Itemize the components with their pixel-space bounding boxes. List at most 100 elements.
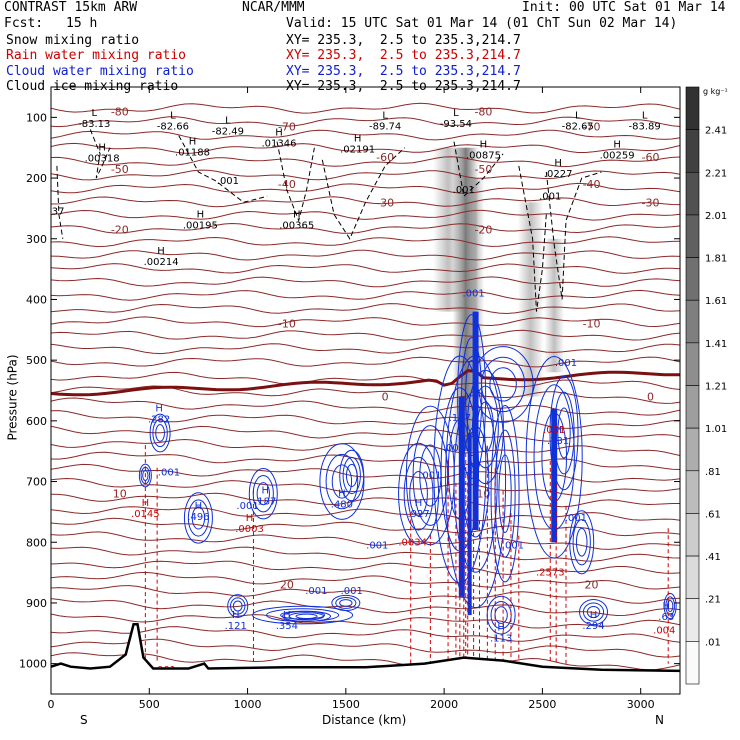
colorbar-label: 2.01	[705, 211, 727, 222]
y-tick-label: 900	[26, 597, 47, 610]
colorbar-label: 1.81	[705, 254, 727, 265]
colorbar-label: 1.61	[705, 296, 727, 307]
snow-extreme-type: H	[98, 143, 106, 154]
cloud-water-contour	[498, 454, 512, 533]
cloud-water-contour	[282, 610, 332, 622]
isotherm-label: -10	[278, 318, 296, 331]
cloud-water-contour	[494, 606, 508, 624]
field-snow-xy: XY= 235.3, 2.5 to 235.3,214.7	[286, 33, 521, 48]
cloud-water-contour	[667, 599, 674, 613]
snow-extreme-value: .00214	[144, 257, 179, 268]
isotherm-line	[51, 356, 680, 368]
cloud-water-extreme-type: H	[662, 601, 670, 612]
snow-extreme-value: -82.49	[212, 126, 244, 137]
cloud-water-extreme-value: .001	[341, 586, 363, 597]
cloud-water-extreme-value: .001	[419, 471, 441, 482]
colorbar-swatch	[685, 470, 700, 514]
colorbar-swatch	[685, 257, 700, 301]
isotherm-label: 20	[280, 579, 294, 592]
isotherm-label: -50	[111, 163, 129, 176]
isotherm-line	[51, 492, 680, 508]
cloud-water-extreme-value: .282	[148, 415, 170, 426]
field-cloud-water-xy: XY= 235.3, 2.5 to 235.3,214.7	[286, 64, 521, 79]
isotherm-line	[51, 506, 680, 522]
snow-extreme-value: .00195	[183, 221, 218, 232]
cloud-water-extreme-type: H	[338, 489, 346, 500]
cloud-water-contour	[466, 369, 504, 485]
cloud-water-extreme-value: .63	[658, 612, 674, 623]
cloud-water-contour	[549, 375, 579, 491]
isotherm-line	[51, 546, 680, 562]
isotherm-line	[51, 129, 680, 141]
isotherm-line	[51, 116, 680, 128]
snow-extreme-type: H	[157, 246, 165, 257]
cloud-water-extreme-value: .001	[502, 540, 524, 551]
isotherm-line	[51, 560, 680, 575]
cloud-water-contour	[339, 599, 353, 607]
cloud-water-contour	[331, 594, 361, 612]
snow-extreme-value: .00365	[279, 221, 314, 232]
snow-extreme-value: .0227	[544, 169, 573, 180]
snow-extreme-type: H	[197, 210, 205, 221]
x-axis-label: Distance (km)	[322, 713, 407, 727]
isotherm-line	[51, 289, 680, 301]
cloud-water-contour	[288, 612, 325, 621]
isotherm-line	[51, 571, 680, 590]
isotherm-line	[51, 222, 680, 234]
isotherm-line	[51, 316, 680, 328]
colorbar-unit: g kg⁻¹	[703, 87, 728, 96]
colorbar-label: 2.41	[705, 126, 727, 137]
colorbar-label: 1.01	[705, 424, 727, 435]
snow-contour	[545, 171, 602, 300]
isotherm-label: -30	[376, 196, 394, 209]
freezing-level-line	[51, 369, 680, 397]
rain-extreme-value: .0003	[235, 524, 264, 535]
center-name: NCAR/MMM	[242, 0, 305, 15]
snow-extreme-type: H	[275, 128, 283, 139]
cloud-water-contour	[525, 355, 583, 559]
cloud-ice-shading	[544, 238, 565, 373]
snow-extreme-value: -83.13	[78, 119, 110, 130]
cloud-water-contour	[191, 506, 206, 530]
isotherm-line	[51, 397, 680, 416]
snow-extreme-type: L	[382, 111, 388, 122]
cloud-water-contour	[295, 613, 318, 620]
colorbar-label: .21	[705, 595, 721, 606]
cloud-water-extreme-type: H	[590, 610, 598, 621]
cloud-water-extreme-value: .496	[187, 512, 209, 523]
snow-contour	[89, 129, 111, 179]
snow-extreme-type: H	[480, 140, 488, 151]
snow-extreme-value: -89.74	[369, 122, 401, 133]
snow-extreme-value: .01346	[262, 139, 297, 150]
cloud-water-contour	[494, 429, 516, 558]
cloud-water-contour	[480, 356, 526, 413]
isotherm-label: 0	[382, 391, 389, 404]
rain-extreme-value: .2573	[536, 568, 565, 579]
snow-extreme-value: .00318	[85, 154, 120, 165]
snow-extreme-type: L	[575, 111, 581, 122]
cloud-water-extreme-value: .294	[582, 621, 604, 632]
cloud-water-contour	[575, 527, 588, 557]
snow-extreme-value: .01188	[175, 148, 210, 159]
cloud-water-extreme-type: H	[261, 486, 269, 497]
colorbar-swatch	[685, 427, 700, 472]
isotherm-line	[51, 329, 680, 341]
cloud-water-extreme-type: H	[554, 425, 562, 436]
isotherm-line	[51, 638, 680, 658]
colorbar-label: .41	[705, 552, 721, 563]
snow-extreme-value: 737	[45, 206, 64, 217]
cloud-water-extreme-value: .731	[547, 436, 569, 447]
cloud-water-contour	[256, 482, 270, 506]
y-tick-label: 600	[26, 415, 47, 428]
isotherm-label: -20	[474, 224, 492, 237]
cloud-water-extreme-value: .121	[225, 621, 247, 632]
snow-contour	[518, 165, 547, 312]
cloud-water-contour	[232, 600, 243, 612]
field-snow-name: Snow mixing ratio	[6, 33, 140, 48]
isotherm-line	[51, 263, 680, 274]
isotherm-label: -60	[642, 151, 660, 164]
snow-contour	[321, 147, 406, 240]
snow-contour	[56, 165, 64, 239]
fcst-label: Fcst:	[4, 16, 44, 31]
isotherm-line	[51, 425, 680, 442]
